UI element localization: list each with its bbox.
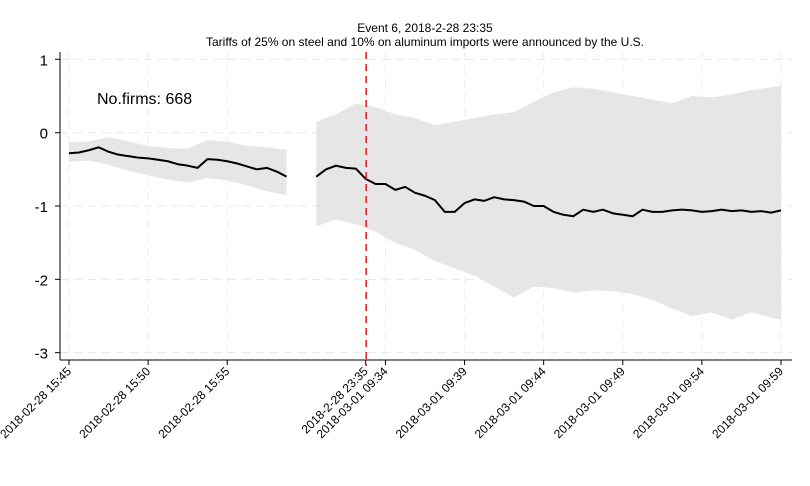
mean-line-segment (315, 164, 782, 218)
y-tick-label: 0 (40, 126, 48, 143)
y-tick-label: -1 (35, 199, 48, 216)
x-tick-label: 2018-03-01 09:39 (393, 364, 470, 441)
x-tick-label: 2018-03-01 09:44 (472, 364, 549, 441)
chart-title: Event 6, 2018-2-28 23:35 (357, 21, 493, 35)
x-tick-label: 2018-02-28 15:50 (76, 364, 153, 441)
y-tick-label: -2 (35, 272, 48, 289)
confidence-bands (69, 85, 781, 320)
mean-return-lines (68, 146, 782, 218)
x-tick-label: 2018-02-28 15:55 (155, 364, 232, 441)
x-tick-label: 2018-02-28 15:45 (0, 364, 74, 441)
confidence-band (69, 137, 287, 195)
y-tick-label: 1 (40, 52, 48, 69)
x-tick-label: 2018-03-01 09:59 (709, 364, 786, 441)
x-tick-label: 2018-03-01 09:49 (551, 364, 628, 441)
mean-line-segment (68, 146, 288, 178)
chart-subtitle: Tariffs of 25% on steel and 10% on alumi… (206, 35, 644, 49)
x-tick-label: 2018-03-01 09:54 (630, 364, 707, 441)
y-tick-label: -3 (35, 346, 48, 363)
confidence-band (316, 85, 781, 320)
firm-count-annotation: No.firms: 668 (97, 91, 192, 108)
